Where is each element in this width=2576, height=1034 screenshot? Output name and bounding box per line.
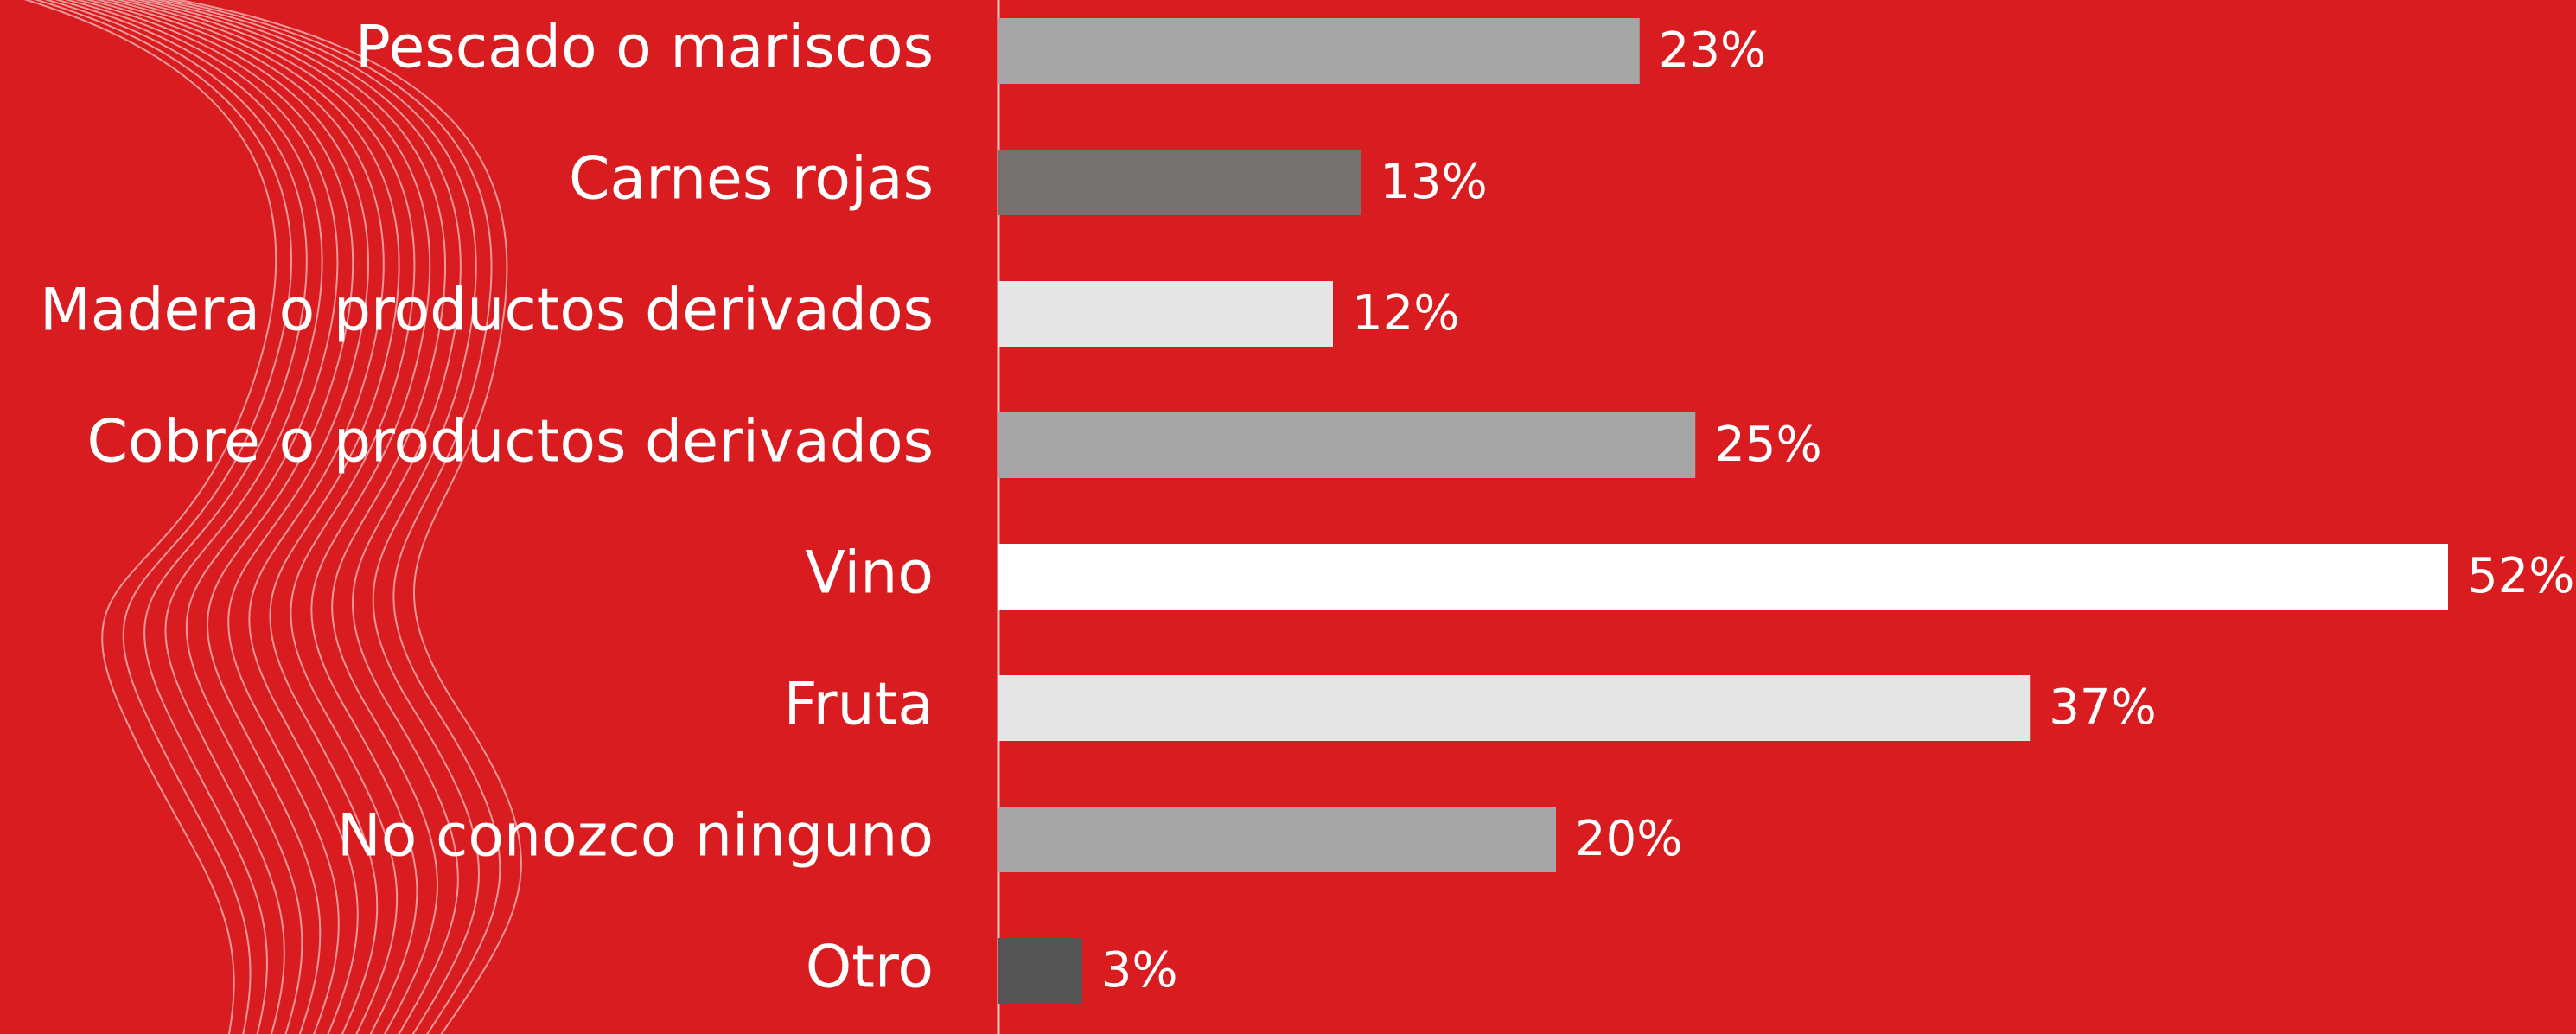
value-label: 37% — [2049, 680, 2156, 736]
bar — [998, 675, 2030, 741]
bar — [998, 544, 2448, 610]
category-label: Otro — [806, 934, 934, 1002]
bar — [998, 150, 1361, 215]
bar — [998, 807, 1556, 872]
category-label: Madera o productos derivados — [40, 277, 934, 345]
category-label: Cobre o productos derivados — [86, 408, 934, 476]
category-label: No conozco ninguno — [337, 802, 934, 871]
value-label: 25% — [1714, 417, 1821, 473]
value-label: 20% — [1575, 811, 1682, 867]
category-label: Pescado o mariscos — [355, 14, 934, 82]
value-label: 23% — [1659, 22, 1766, 79]
value-label: 12% — [1352, 285, 1459, 341]
category-label: Vino — [805, 539, 934, 608]
value-label: 52% — [2467, 548, 2574, 604]
bar — [998, 938, 1082, 1004]
value-label: 13% — [1380, 154, 1487, 210]
bar — [998, 18, 1640, 84]
value-label: 3% — [1101, 942, 1178, 999]
category-label: Fruta — [783, 671, 934, 739]
bar — [998, 412, 1695, 478]
category-label: Carnes rojas — [569, 145, 934, 214]
chart: Pescado o mariscos 23% Carnes rojas 13% Made… — [0, 0, 2576, 1034]
bar — [998, 281, 1333, 347]
